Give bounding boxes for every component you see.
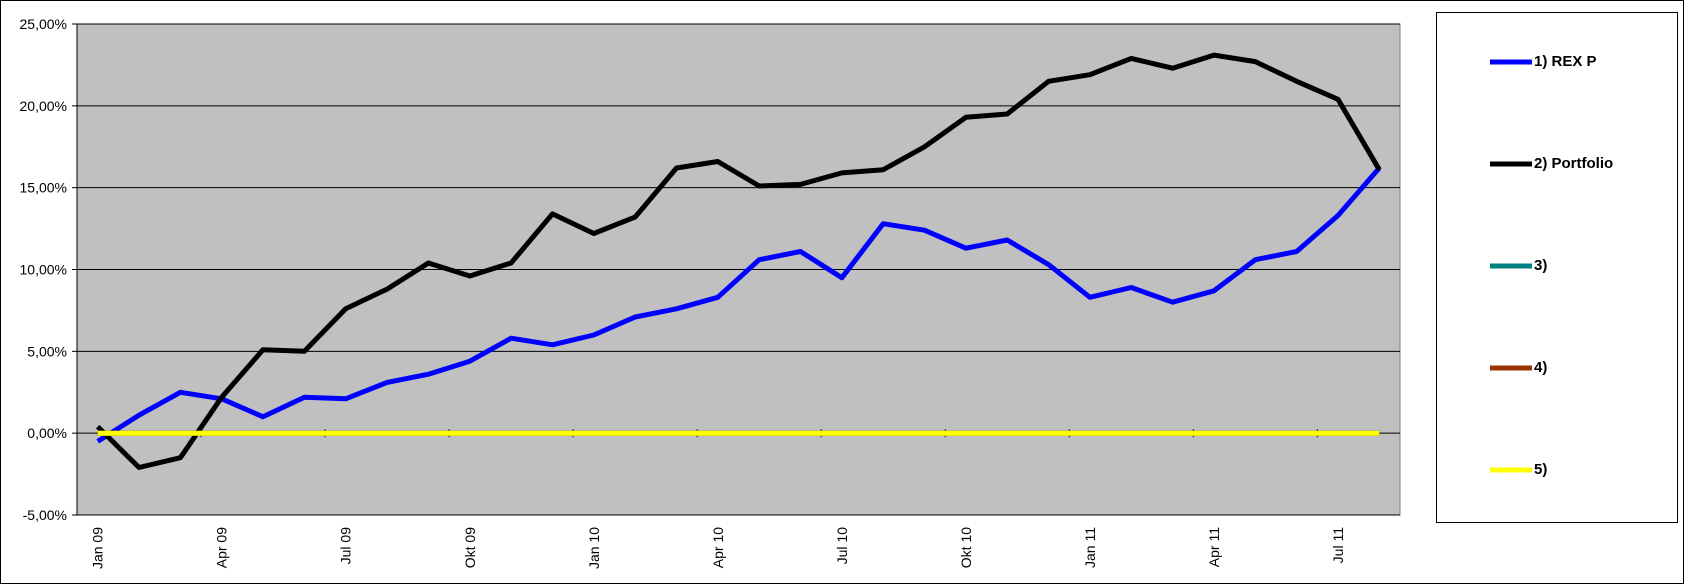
x-tick-label: Jul 10 [834,527,850,565]
series-line [96,166,1382,444]
x-tick-label: Jul 11 [1330,527,1346,564]
legend-box [1436,12,1678,523]
y-tick-label: 25,00% [20,16,67,32]
legend-label: 4) [1534,359,1547,376]
x-tick-label: Jan 09 [90,527,106,569]
y-tick-label: 5,00% [27,343,67,359]
legend-label: 3) [1534,257,1547,274]
y-tick-label: 15,00% [20,180,67,196]
legend-label: 1) REX P [1534,53,1597,70]
x-tick-label: Jan 10 [586,527,602,569]
y-tick-label: 10,00% [20,262,67,278]
x-tick-label: Jul 09 [338,527,354,565]
y-tick-label: 0,00% [27,425,67,441]
x-tick-label: Apr 09 [214,527,230,568]
x-tick-label: Okt 10 [958,527,974,568]
legend-label: 5) [1534,461,1547,478]
x-tick-label: Okt 09 [462,527,478,568]
y-tick-label: 20,00% [20,98,67,114]
legend-label: 2) Portfolio [1534,155,1613,172]
y-tick-label: -5,00% [23,507,67,523]
x-tick-label: Apr 11 [1206,527,1222,567]
x-tick-label: Jan 11 [1082,527,1098,568]
series-line [95,52,1382,470]
x-tick-label: Apr 10 [710,527,726,568]
